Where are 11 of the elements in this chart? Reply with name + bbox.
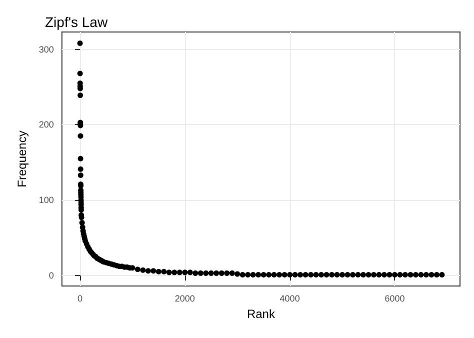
y-tick-label: 300 xyxy=(38,44,54,54)
chart-title: Zipf's Law xyxy=(45,14,108,30)
y-tick-label: 200 xyxy=(38,120,54,130)
y-tick-label: 100 xyxy=(38,195,54,206)
x-tick-label: 0 xyxy=(77,294,82,304)
x-axis-title: Rank xyxy=(246,306,276,321)
x-tick-label: 6000 xyxy=(384,294,405,304)
x-tick-label: 2000 xyxy=(174,294,195,304)
y-axis-title: Frequency xyxy=(15,130,29,188)
y-tick-label: 0 xyxy=(48,270,54,280)
x-tick-label: 4000 xyxy=(280,294,300,304)
